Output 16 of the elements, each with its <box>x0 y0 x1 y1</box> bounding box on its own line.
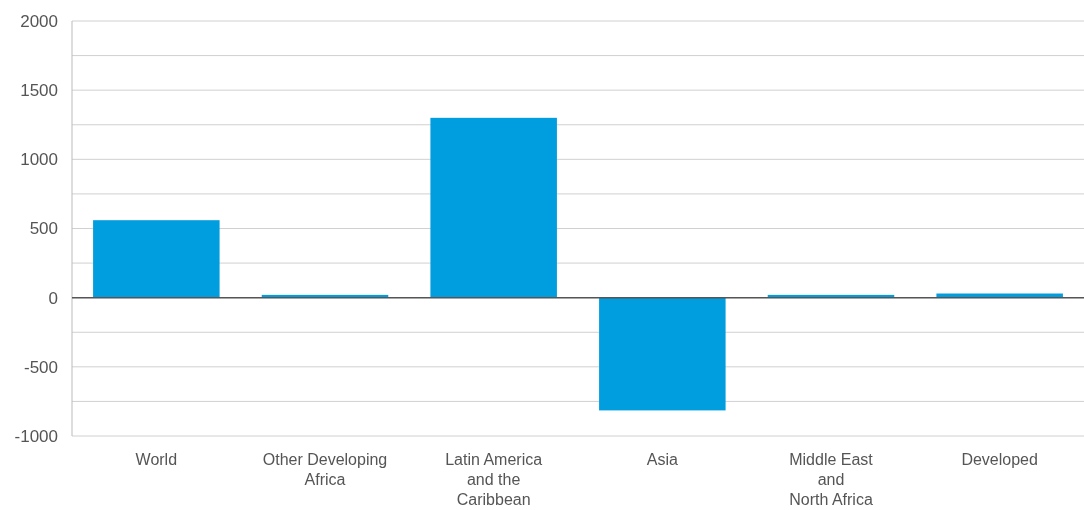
y-tick-label: 500 <box>29 219 58 239</box>
x-tick-label: Latin America and the Caribbean <box>445 451 543 508</box>
x-tick-label: Other Developing Africa <box>262 451 388 488</box>
bar <box>430 117 557 298</box>
x-tick-label: Asia <box>646 451 678 468</box>
bar <box>93 220 220 298</box>
y-tick-label: 1500 <box>20 81 58 101</box>
x-tick-label: World <box>135 451 178 468</box>
x-tick-label: Middle East and North Africa <box>789 451 874 508</box>
y-tick-label: 2000 <box>20 11 58 31</box>
y-tick-label: -500 <box>23 357 58 377</box>
bar <box>599 297 726 411</box>
x-tick-label: Developed <box>961 451 1038 468</box>
y-tick-label: 1000 <box>20 150 58 170</box>
y-tick-label: -1000 <box>14 426 58 446</box>
y-tick-label: 0 <box>48 288 58 308</box>
